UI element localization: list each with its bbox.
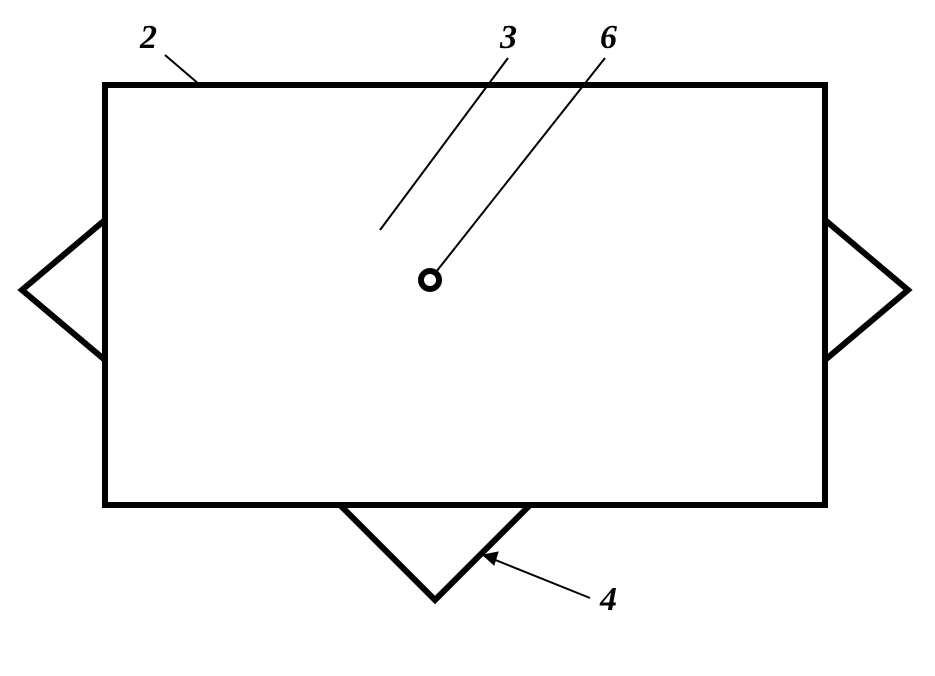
label-3: 3 bbox=[499, 19, 517, 56]
label-2: 2 bbox=[139, 19, 157, 56]
label-6: 6 bbox=[600, 19, 617, 56]
canvas-bg bbox=[0, 0, 935, 676]
label-4: 4 bbox=[599, 581, 617, 618]
